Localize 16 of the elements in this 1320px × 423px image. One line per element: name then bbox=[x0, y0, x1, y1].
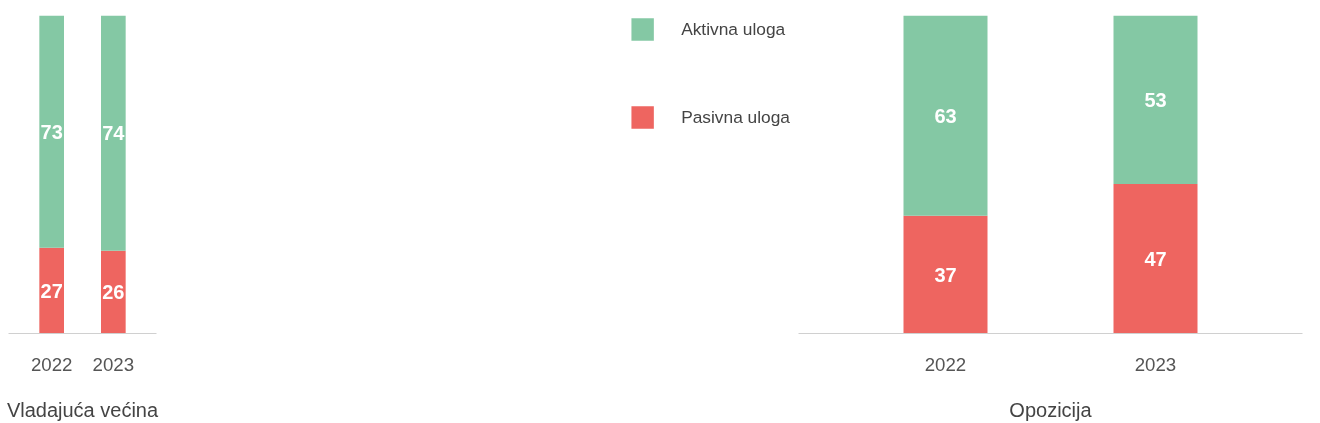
data-label: 73 bbox=[40, 120, 63, 143]
data-label: 37 bbox=[934, 263, 957, 286]
legend-label: Pasivna uloga bbox=[681, 106, 790, 128]
x-axis-title: Vladajuća većina bbox=[6, 398, 159, 421]
data-label: 63 bbox=[934, 104, 957, 127]
x-tick-label: 2023 bbox=[1134, 353, 1177, 375]
data-label: 74 bbox=[102, 122, 126, 145]
legend-label: Aktivna uloga bbox=[681, 18, 786, 40]
x-axis-title: Opozicija bbox=[1009, 398, 1093, 421]
x-tick-label: 2022 bbox=[30, 353, 73, 375]
data-label: 53 bbox=[1144, 88, 1167, 111]
x-tick-label: 2022 bbox=[924, 353, 967, 375]
data-label: 26 bbox=[102, 281, 125, 304]
x-tick-label: 2023 bbox=[92, 353, 135, 375]
data-label: 27 bbox=[40, 279, 63, 302]
data-label: 47 bbox=[1144, 247, 1167, 270]
